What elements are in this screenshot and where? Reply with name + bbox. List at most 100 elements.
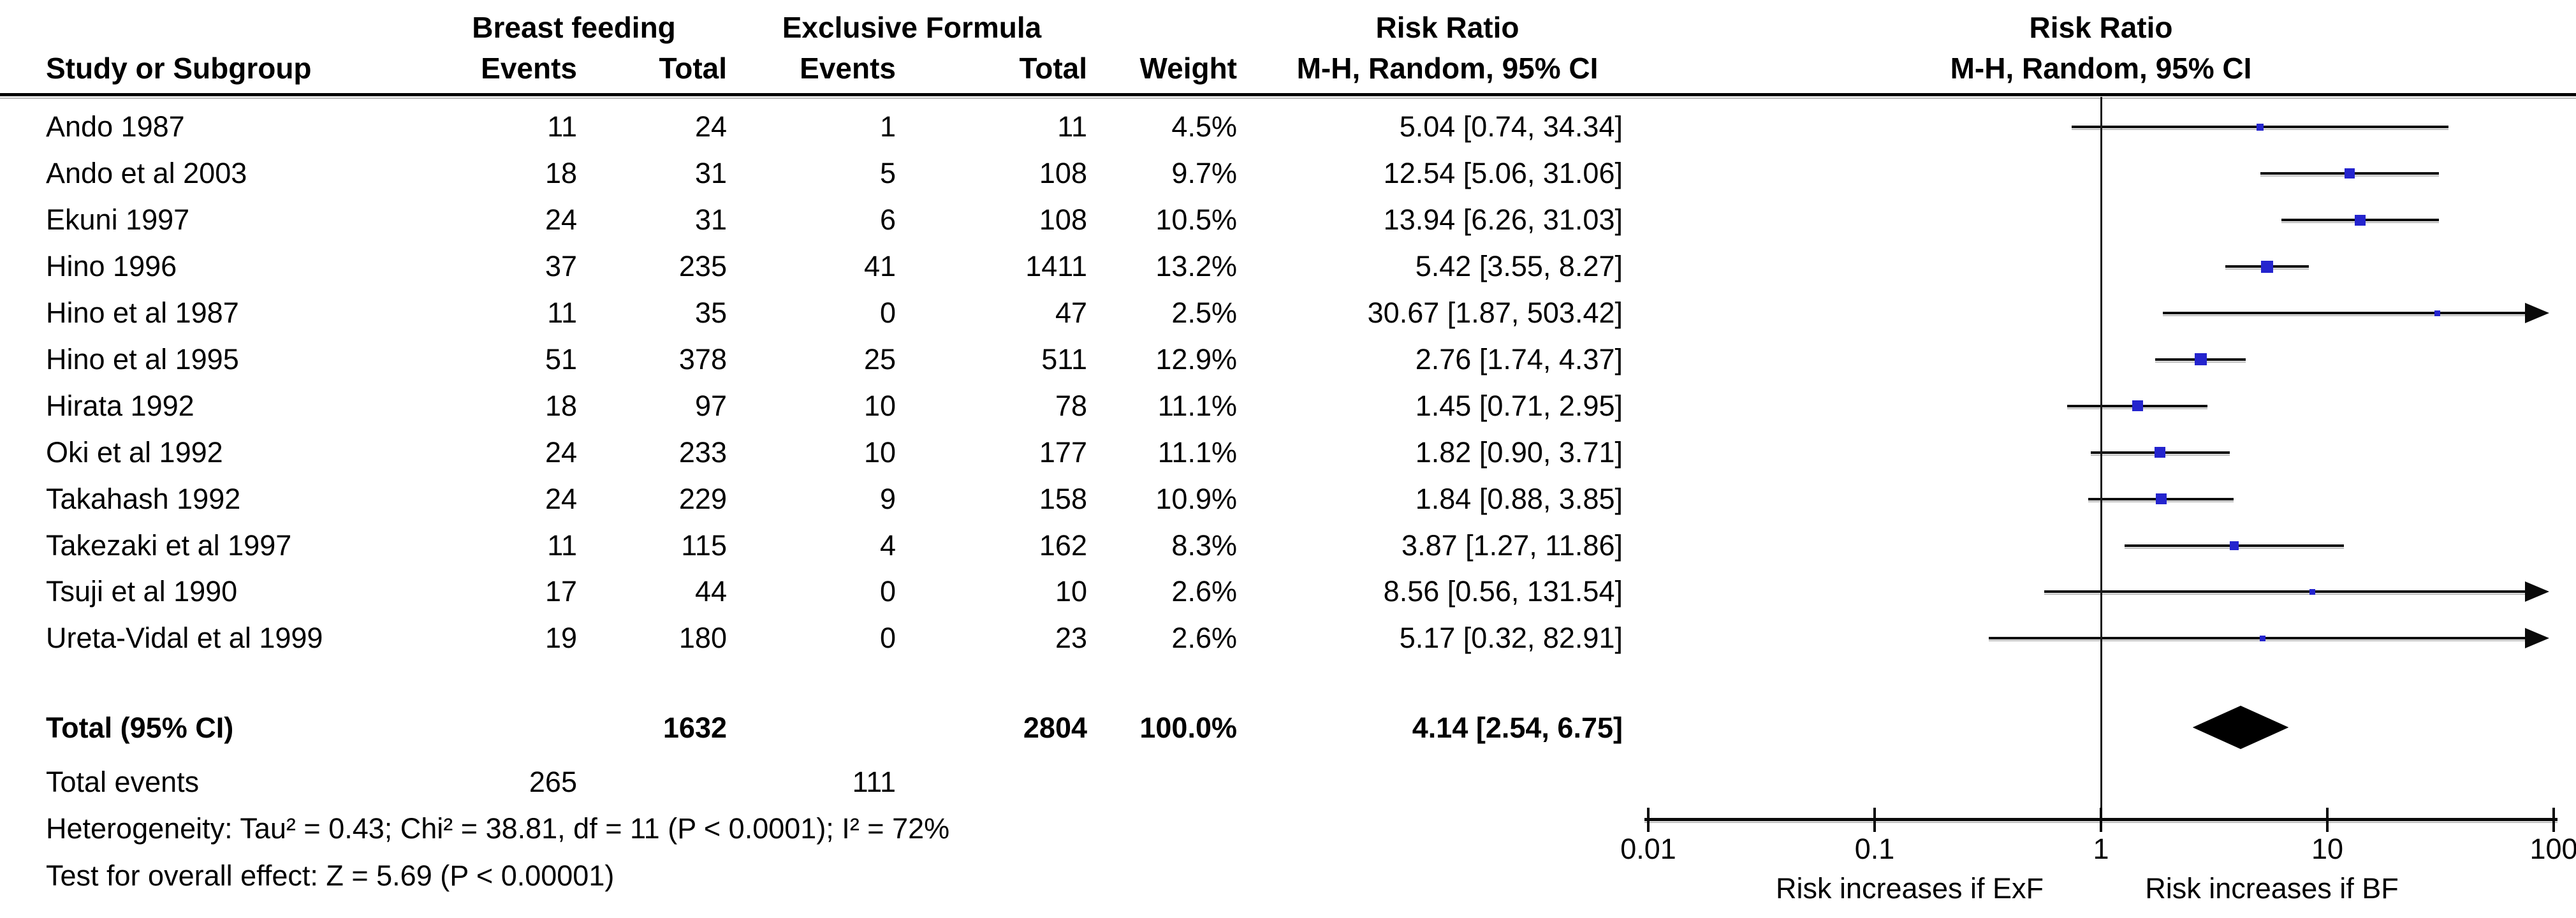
weight-cell: 2.6% [1171,575,1237,608]
study-name-cell: Hino 1996 [46,250,177,282]
exf-total-cell: 1411 [1025,250,1087,282]
total-row-label: Total (95% CI) [46,711,234,744]
exf-events-cell: 6 [879,203,896,236]
bf-total-cell: 31 [694,203,727,236]
heterogeneity-note: Heterogeneity: Tau² = 0.43; Chi² = 38.81… [46,812,950,845]
bf-events-cell: 17 [545,575,577,608]
study-name-cell: Hirata 1992 [46,390,194,422]
point-estimate-square [2257,124,2264,131]
bf-total-cell: 31 [694,157,727,189]
line-of-no-effect [2100,97,2102,832]
study-name-cell: Ekuni 1997 [46,203,190,236]
arrow-right-icon [2525,581,2549,602]
exf-total-cell: 78 [1055,390,1087,422]
bf-total-cell: 233 [678,436,727,469]
axis-tick-label: 0.01 [1620,833,1676,865]
exf-events-cell: 9 [879,483,896,515]
rr-ci-cell: 1.45 [0.71, 2.95] [1415,390,1623,422]
exf-events-cell: 25 [863,343,896,375]
group-header-exclusive-formula: Exclusive Formula [782,11,1042,44]
bf-total-cell: 97 [694,390,727,422]
study-name-cell: Hino et al 1987 [46,296,239,329]
weight-cell: 10.9% [1155,483,1237,515]
study-name-cell: Hino et al 1995 [46,343,239,375]
point-estimate-square [2132,400,2143,411]
header-separator-line [0,93,2576,96]
axis-tick [2552,808,2555,832]
bf-events-cell: 19 [545,622,577,654]
col-header-exf-total: Total [1019,52,1087,85]
study-name-cell: Ureta-Vidal et al 1999 [46,622,323,654]
exf-events-cell: 5 [879,157,896,189]
group-header-breast-feeding: Breast feeding [472,11,676,44]
rr-ci-cell: 5.42 [3.55, 8.27] [1415,250,1623,282]
exf-total-cell: 47 [1055,296,1087,329]
exf-total-cell: 108 [1039,203,1087,236]
weight-cell: 2.5% [1171,296,1237,329]
exf-events-cell: 10 [863,390,896,422]
point-estimate-square [2355,215,2366,226]
total-events-bf: 265 [529,766,577,798]
bf-total-cell: 35 [694,296,727,329]
axis-tick [2326,808,2329,832]
bf-events-cell: 11 [547,529,577,562]
bf-events-cell: 18 [545,390,577,422]
exf-events-cell: 0 [879,296,896,329]
weight-cell: 13.2% [1155,250,1237,282]
study-name-cell: Takahash 1992 [46,483,241,515]
ci-line [2162,312,2525,315]
axis-tick-label: 0.1 [1854,833,1895,865]
study-name-cell: Oki et al 1992 [46,436,223,469]
rr-ci-cell: 1.84 [0.88, 3.85] [1415,483,1623,515]
axis-caption-right: Risk increases if BF [2145,872,2399,905]
rr-ci-cell: 3.87 [1.27, 11.86] [1401,529,1623,562]
point-estimate-square [2195,353,2207,365]
rr-ci-cell: 5.04 [0.74, 34.34] [1399,110,1623,143]
total-rr: 4.14 [2.54, 6.75] [1412,711,1623,744]
point-estimate-square [2156,493,2167,504]
bf-total-cell: 44 [694,575,727,608]
ci-line-shadow [1989,640,2525,642]
rr-ci-cell: 1.82 [0.90, 3.71] [1415,436,1623,469]
axis-tick [2100,808,2102,832]
bf-total-cell: 235 [678,250,727,282]
col-header-weight: Weight [1139,52,1237,85]
point-estimate-square [2260,636,2265,641]
exf-total-cell: 11 [1057,110,1087,143]
weight-cell: 8.3% [1171,529,1237,562]
bf-events-cell: 18 [545,157,577,189]
axis-tick-label: 10 [2311,833,2344,865]
point-estimate-square [2261,261,2273,273]
bf-total-cell: 115 [681,529,727,562]
axis-tick-label: 1 [2093,833,2109,865]
exf-events-cell: 0 [879,622,896,654]
exf-total-cell: 10 [1055,575,1087,608]
axis-caption-left: Risk increases if ExF [1775,872,2044,905]
col-header-method-left: M-H, Random, 95% CI [1296,52,1599,85]
ci-line-shadow [2044,594,2525,595]
bf-events-cell: 51 [545,343,577,375]
ci-line [2044,590,2525,594]
bf-events-cell: 24 [545,203,577,236]
weight-cell: 2.6% [1171,622,1237,654]
rr-ci-cell: 12.54 [5.06, 31.06] [1383,157,1623,189]
arrow-right-icon [2525,628,2549,649]
exf-total-cell: 511 [1041,343,1087,375]
exf-total-cell: 158 [1039,483,1087,515]
exf-events-cell: 0 [879,575,896,608]
weight-cell: 9.7% [1171,157,1237,189]
col-header-study: Study or Subgroup [46,52,312,85]
point-estimate-square [2230,541,2239,550]
total-events-label: Total events [46,766,200,798]
exf-events-cell: 10 [863,436,896,469]
exf-total-cell: 23 [1055,622,1087,654]
rr-ci-cell: 13.94 [6.26, 31.03] [1383,203,1623,236]
bf-total-cell: 229 [678,483,727,515]
weight-cell: 11.1% [1157,390,1237,422]
bf-events-cell: 11 [547,110,577,143]
axis-tick [1873,808,1876,832]
bf-events-cell: 24 [545,436,577,469]
bf-events-cell: 11 [547,296,577,329]
study-name-cell: Ando et al 2003 [46,157,247,189]
